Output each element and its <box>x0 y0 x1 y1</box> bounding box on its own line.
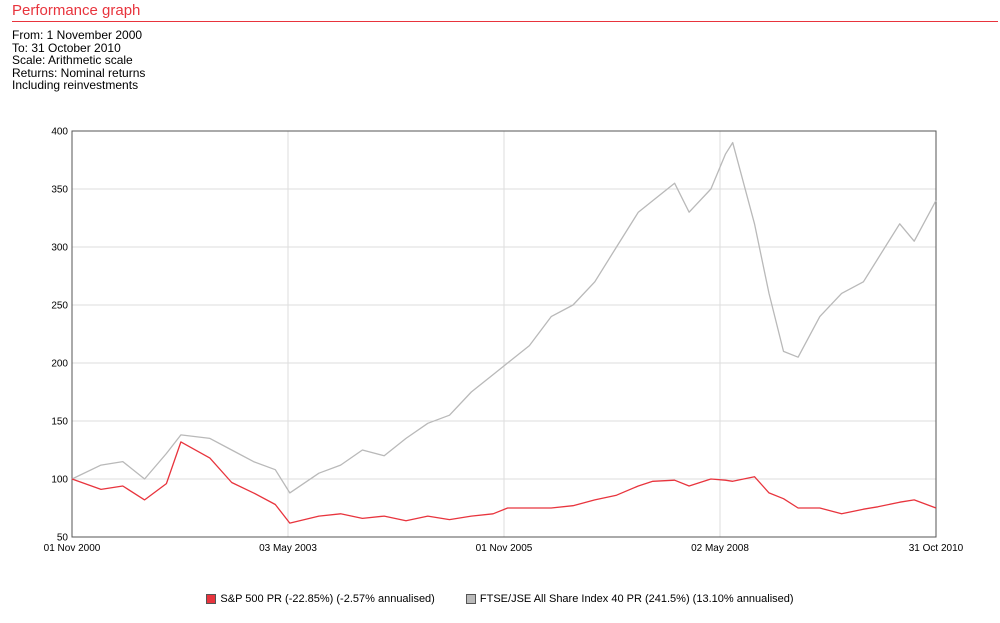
x-tick-label: 01 Nov 2000 <box>44 543 101 554</box>
y-tick-label: 200 <box>51 359 68 370</box>
y-tick-label: 50 <box>57 533 69 544</box>
from-date: From: 1 November 2000 <box>12 28 143 42</box>
series-line-ftse-jse <box>71 141 937 494</box>
plot-frame <box>71 130 937 538</box>
returns-setting: Returns: Nominal returns <box>12 65 146 80</box>
x-tick-label: 03 May 2003 <box>259 543 317 554</box>
x-tick-label: 01 Nov 2005 <box>476 543 533 554</box>
legend-swatch-sp500 <box>206 594 217 604</box>
reinvestment-setting: Including reinvestments <box>12 78 139 92</box>
y-tick-label: 100 <box>51 475 68 486</box>
series-line-sp500 <box>71 441 937 524</box>
x-tick-label: 31 Oct 2010 <box>909 543 964 554</box>
legend-swatch-ftse-jse <box>465 594 476 604</box>
legend-label-sp500: S&P 500 PR (-22.85%) (-2.57% annualised) <box>220 593 435 605</box>
chart-legend: S&P 500 PR (-22.85%) (-2.57% annualised)… <box>0 593 1000 607</box>
y-tick-label: 150 <box>51 417 68 428</box>
y-tick-label: 300 <box>51 243 68 254</box>
x-tick-label: 02 May 2008 <box>691 543 749 554</box>
legend-label-ftse-jse: FTSE/JSE All Share Index 40 PR (241.5%) … <box>479 593 794 605</box>
legend-item-sp500: S&P 500 PR (-22.85%) (-2.57% annualised) <box>206 593 435 605</box>
legend-item-ftse-jse: FTSE/JSE All Share Index 40 PR (241.5%) … <box>465 593 794 605</box>
scale-setting: Scale: Arithmetic scale <box>12 53 133 67</box>
y-tick-label: 400 <box>51 127 68 138</box>
page-title: Performance graph <box>12 2 141 19</box>
y-tick-label: 250 <box>51 301 68 312</box>
to-date: To: 31 October 2010 <box>12 40 121 55</box>
report-parameters: From: 1 November 2000 To: 31 October 201… <box>12 29 145 92</box>
y-tick-label: 350 <box>51 185 68 196</box>
title-divider <box>12 21 998 22</box>
